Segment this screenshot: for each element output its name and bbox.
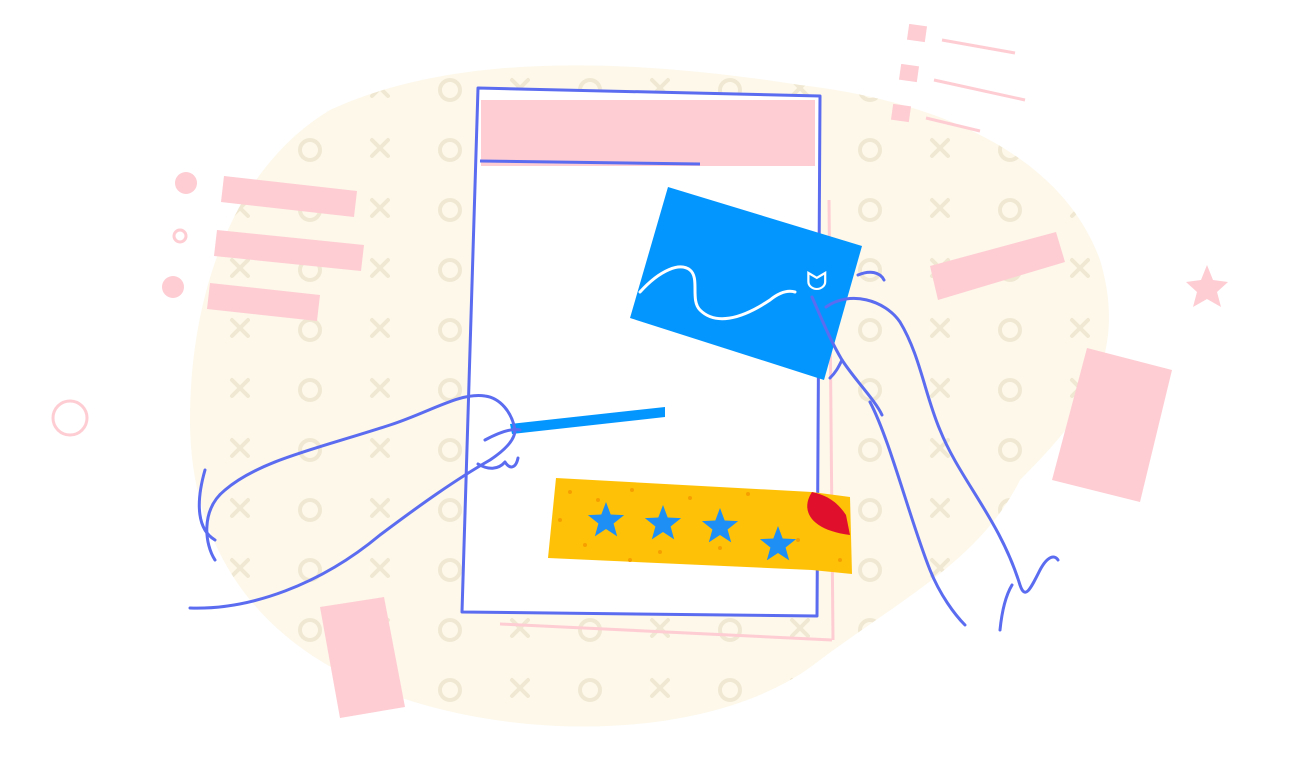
hand-icon [188,393,522,610]
decor-card [1052,348,1172,502]
top-right-list-decoration [890,23,1026,133]
decor-card [320,597,405,718]
decor-bar [214,230,364,271]
signature-card-icon: ᗢ [630,187,862,380]
star-icon [644,505,682,540]
star-icon [587,502,625,537]
decor-bar [930,232,1065,300]
left-decoration [51,172,364,437]
decor-bar [207,283,320,321]
decor-dot [175,172,197,194]
decor-ring-large [51,399,89,437]
decor-dot [162,276,184,298]
hand-icon [810,270,1060,632]
rating-ribbon [548,478,852,574]
right-decoration [930,232,1228,502]
star-rating [587,502,797,561]
signature-mark: ᗢ [806,267,828,297]
ribbon-corner-peel [807,492,850,535]
star-icon [759,526,797,561]
star-icon [701,508,739,543]
decor-ring [172,228,188,244]
decor-bar [221,176,357,217]
star-icon [1186,265,1228,307]
document-header-bar [481,100,815,166]
pen-icon [510,407,665,434]
